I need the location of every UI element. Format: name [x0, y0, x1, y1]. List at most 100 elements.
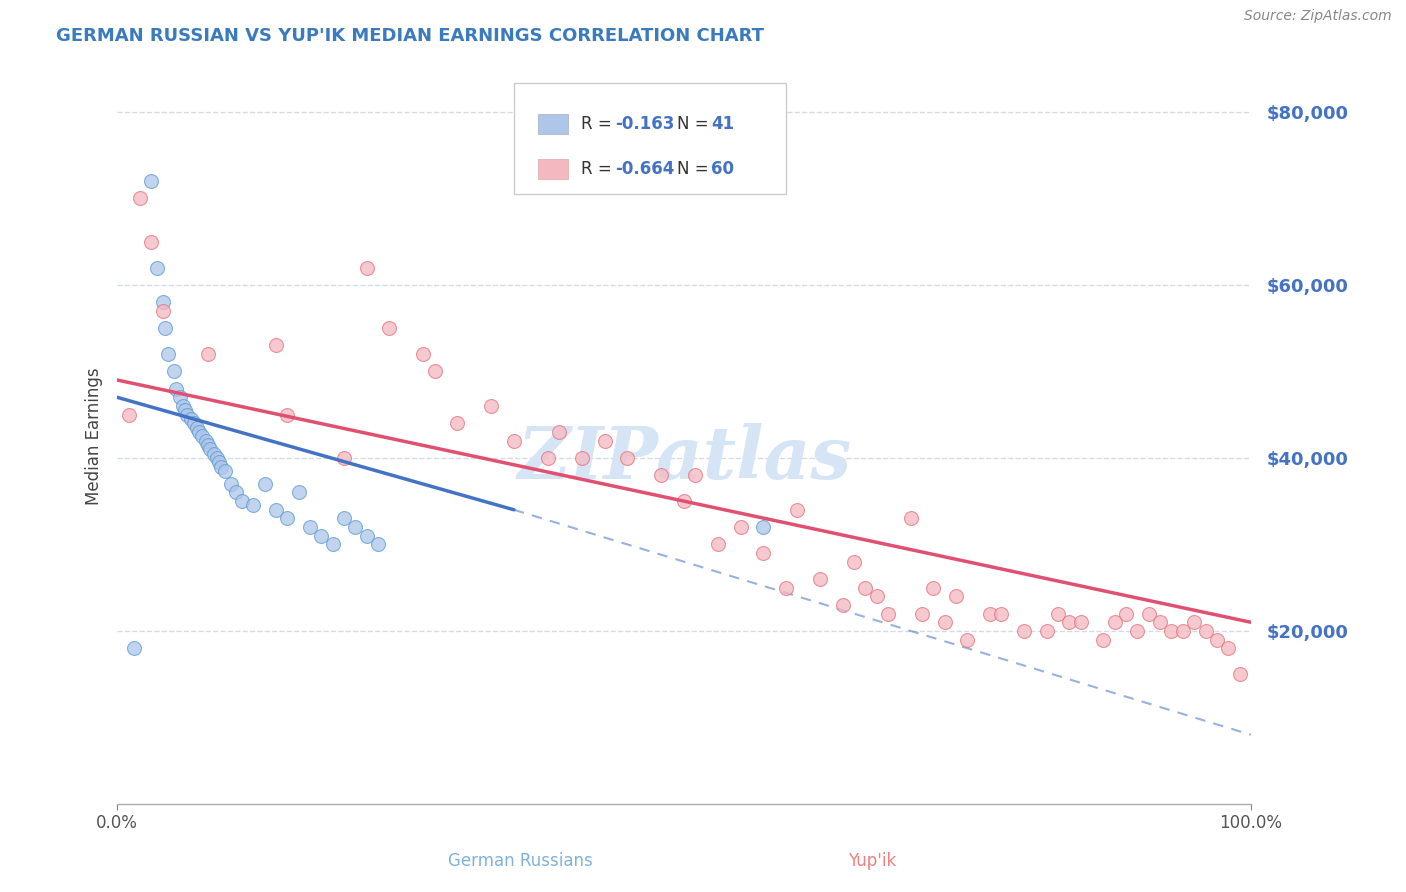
Point — [367, 537, 389, 551]
Point — [503, 434, 526, 448]
Point — [276, 408, 298, 422]
Point — [412, 347, 434, 361]
Point — [165, 382, 187, 396]
Point — [309, 529, 332, 543]
Point — [253, 476, 276, 491]
Point — [378, 321, 401, 335]
Point — [264, 503, 287, 517]
Point — [786, 503, 808, 517]
Point — [752, 520, 775, 534]
Point — [344, 520, 367, 534]
Y-axis label: Median Earnings: Median Earnings — [86, 368, 103, 505]
Point — [1047, 607, 1070, 621]
Point — [169, 390, 191, 404]
Point — [707, 537, 730, 551]
Point — [202, 446, 225, 460]
Point — [198, 442, 221, 457]
Text: Yup'ik: Yup'ik — [848, 852, 896, 870]
Point — [122, 641, 145, 656]
Point — [356, 529, 378, 543]
Text: -0.664: -0.664 — [614, 160, 675, 178]
Point — [775, 581, 797, 595]
Point — [205, 450, 228, 465]
Point — [157, 347, 180, 361]
Point — [356, 260, 378, 275]
Point — [225, 485, 247, 500]
Point — [877, 607, 900, 621]
Point — [672, 494, 695, 508]
Text: -0.163: -0.163 — [614, 115, 675, 133]
Point — [128, 191, 150, 205]
Text: GERMAN RUSSIAN VS YUP'IK MEDIAN EARNINGS CORRELATION CHART: GERMAN RUSSIAN VS YUP'IK MEDIAN EARNINGS… — [56, 27, 765, 45]
Point — [730, 520, 752, 534]
Point — [1070, 615, 1092, 630]
FancyBboxPatch shape — [515, 83, 786, 194]
Point — [298, 520, 321, 534]
Text: R =: R = — [581, 160, 617, 178]
Point — [183, 417, 205, 431]
Point — [276, 511, 298, 525]
Point — [187, 425, 209, 439]
Point — [197, 438, 219, 452]
Point — [1115, 607, 1137, 621]
Point — [548, 425, 571, 439]
Point — [979, 607, 1001, 621]
Point — [197, 347, 219, 361]
Point — [242, 499, 264, 513]
Point — [1149, 615, 1171, 630]
Point — [211, 459, 233, 474]
Point — [1104, 615, 1126, 630]
Point — [287, 485, 309, 500]
Point — [153, 321, 176, 335]
Point — [752, 546, 775, 560]
Point — [186, 420, 208, 434]
Point — [831, 598, 853, 612]
Point — [990, 607, 1012, 621]
Point — [264, 338, 287, 352]
Point — [593, 434, 616, 448]
Point — [1218, 641, 1240, 656]
Point — [685, 468, 707, 483]
Point — [180, 412, 202, 426]
Point — [423, 364, 446, 378]
Point — [1171, 624, 1194, 638]
Text: German Russians: German Russians — [449, 852, 592, 870]
Text: ZIPatlas: ZIPatlas — [517, 423, 851, 494]
Point — [537, 450, 560, 465]
Point — [208, 455, 231, 469]
Point — [616, 450, 638, 465]
Point — [650, 468, 672, 483]
Text: 60: 60 — [711, 160, 734, 178]
Text: N =: N = — [678, 115, 714, 133]
Point — [191, 429, 214, 443]
Text: 41: 41 — [711, 115, 734, 133]
Point — [322, 537, 344, 551]
Point — [1182, 615, 1205, 630]
Point — [1012, 624, 1035, 638]
Point — [808, 572, 831, 586]
Point — [152, 295, 174, 310]
Text: Source: ZipAtlas.com: Source: ZipAtlas.com — [1244, 9, 1392, 23]
Point — [1036, 624, 1059, 638]
Point — [1126, 624, 1149, 638]
Point — [1194, 624, 1216, 638]
Point — [1160, 624, 1182, 638]
Point — [1137, 607, 1160, 621]
Point — [956, 632, 979, 647]
Point — [945, 590, 967, 604]
Point — [842, 555, 865, 569]
Point — [1092, 632, 1115, 647]
Point — [900, 511, 922, 525]
Point — [163, 364, 186, 378]
Point — [117, 408, 139, 422]
Point — [1229, 667, 1251, 681]
Point — [194, 434, 217, 448]
Point — [141, 235, 163, 249]
FancyBboxPatch shape — [537, 159, 568, 179]
Point — [1205, 632, 1227, 647]
Point — [446, 417, 468, 431]
Point — [333, 511, 356, 525]
Point — [922, 581, 945, 595]
Point — [141, 174, 163, 188]
Point — [219, 476, 242, 491]
